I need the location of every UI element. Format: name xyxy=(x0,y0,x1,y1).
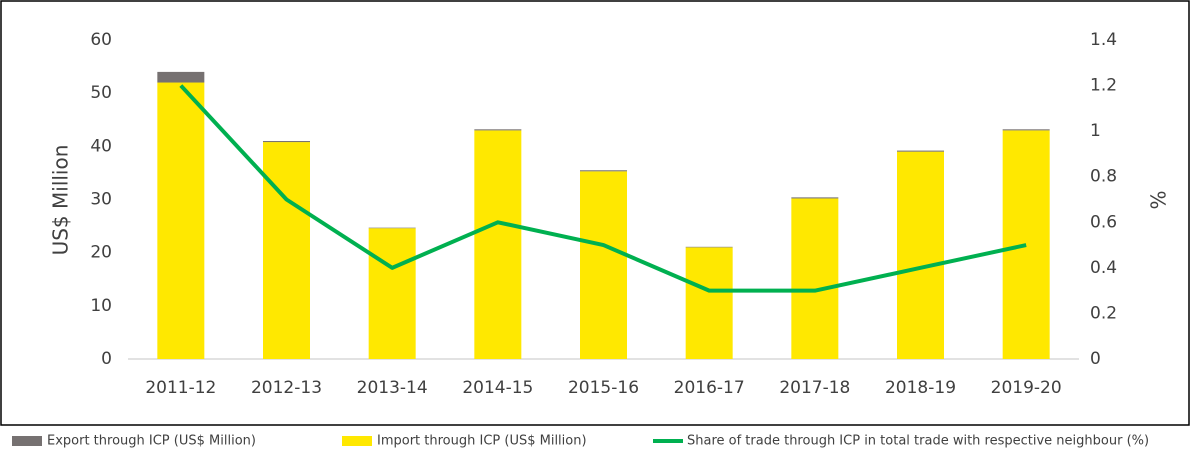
y-tick-label: 0 xyxy=(101,349,112,369)
bar xyxy=(791,197,839,199)
line xyxy=(179,84,1027,293)
bar xyxy=(897,151,944,359)
legend-label: Share of trade through ICP in total trad… xyxy=(687,434,1149,449)
legend-label: Import through ICP (US$ Million) xyxy=(377,434,587,449)
y2-tick-label: 1.2 xyxy=(1090,76,1117,96)
bar xyxy=(685,247,733,359)
bar xyxy=(1002,129,1050,131)
x-tick-label: 2011-12 xyxy=(145,378,216,398)
y2-tick-label: 0.2 xyxy=(1090,303,1117,323)
x-tick-label: 2013-14 xyxy=(357,378,428,398)
y-tick-label: 20 xyxy=(90,243,112,263)
bar xyxy=(474,130,522,359)
bar xyxy=(157,82,205,360)
y2-tick-label: 1.4 xyxy=(1090,30,1117,50)
bar xyxy=(1002,130,1050,359)
x-tick-label: 2015-16 xyxy=(568,378,639,398)
y-tick-label: 40 xyxy=(90,136,112,156)
y2-tick-label: 0.8 xyxy=(1090,167,1117,187)
bar xyxy=(474,129,522,131)
bar xyxy=(157,71,205,83)
legend-label: Export through ICP (US$ Million) xyxy=(47,434,256,449)
y-tick-label: 10 xyxy=(90,296,112,316)
y2-axis-title: % xyxy=(1147,190,1171,209)
frame xyxy=(0,0,1190,426)
x-tick-label: 2012-13 xyxy=(251,378,322,398)
bar xyxy=(685,246,733,248)
y2-tick-label: 0 xyxy=(1090,349,1101,369)
bar xyxy=(368,228,416,359)
x-tick-label: 2018-19 xyxy=(885,378,956,398)
x-tick-label: 2016-17 xyxy=(674,378,745,398)
y2-tick-label: 1 xyxy=(1090,121,1101,141)
y-tick-label: 30 xyxy=(90,190,112,210)
y-axis-title: US$ Million xyxy=(49,145,73,256)
x-tick-label: 2017-18 xyxy=(779,378,850,398)
x-tick-label: 2014-15 xyxy=(462,378,533,398)
bar xyxy=(791,198,839,359)
legend-swatch xyxy=(12,436,42,446)
y-tick-label: 60 xyxy=(90,30,112,50)
bar xyxy=(263,142,310,359)
y-tick-label: 50 xyxy=(90,83,112,103)
bar xyxy=(263,141,310,143)
bar xyxy=(897,150,944,152)
y2-tick-label: 0.4 xyxy=(1090,258,1117,278)
bar xyxy=(368,227,416,229)
bar xyxy=(580,171,627,359)
bar xyxy=(580,170,627,172)
legend-swatch xyxy=(342,436,372,446)
x-tick-label: 2019-20 xyxy=(991,378,1062,398)
y2-tick-label: 0.6 xyxy=(1090,212,1117,232)
